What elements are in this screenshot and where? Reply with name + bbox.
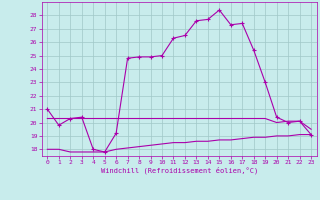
X-axis label: Windchill (Refroidissement éolien,°C): Windchill (Refroidissement éolien,°C) xyxy=(100,167,258,174)
